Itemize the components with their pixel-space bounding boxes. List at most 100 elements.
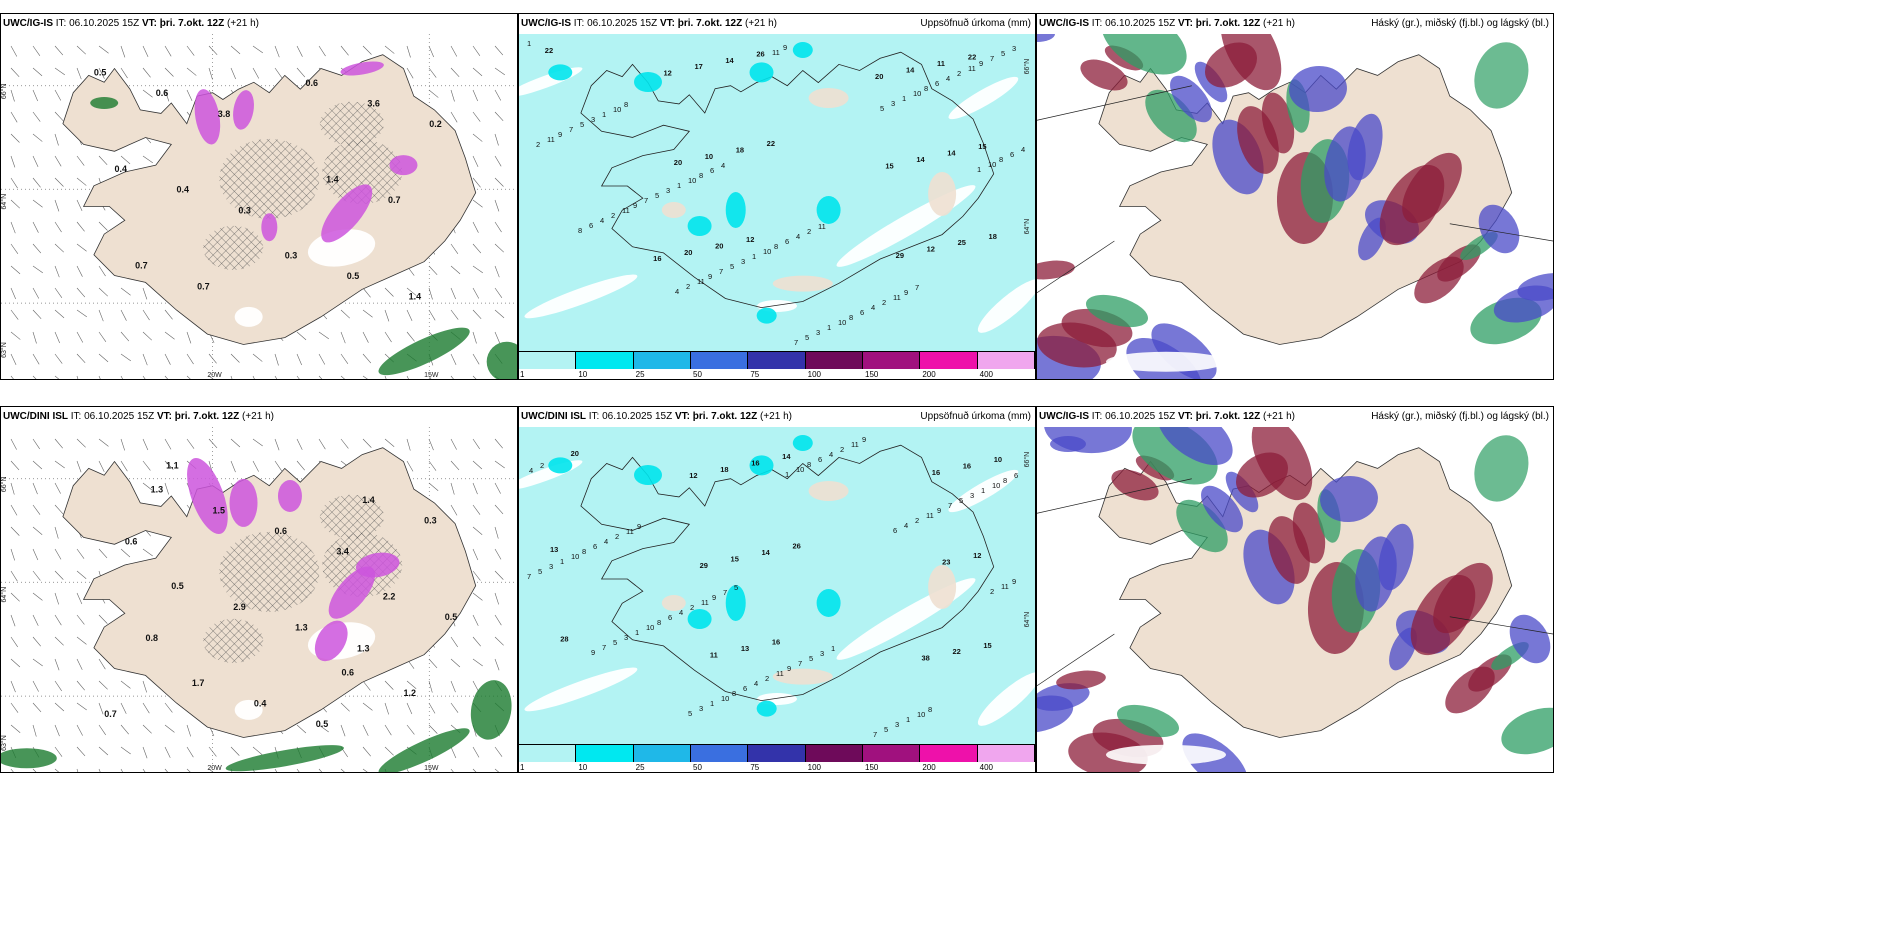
wind-barb [98,265,106,277]
rain-value-label: 0.4 [115,164,128,174]
precip-grid-value: 11 [701,598,709,607]
wind-barb [10,570,18,582]
precip-grid-value: 4 [754,679,758,688]
wind-barb [98,287,108,297]
wind-barb [494,636,504,646]
precip-value-label: 28 [560,634,568,643]
wind-barb [142,331,152,341]
legend-labels: 1 10 25 50 75 100 150 200 400 [519,369,1035,379]
wind-barb [10,155,16,168]
wind-barb [472,658,483,667]
wind-barb [32,243,42,254]
wind-barb [362,309,373,318]
wind-barb [98,309,104,322]
precip-grid-value: 1 [635,628,639,637]
wind-barb [10,592,20,602]
precip-value-label: 26 [756,49,764,58]
precip-grid-value: 5 [613,638,617,647]
wind-barb [186,375,191,379]
graticule [1037,633,1115,687]
rain-value-label: 1.4 [409,292,422,302]
wind-barb [472,353,480,365]
precip-grid-value: 10 [917,710,925,719]
precip-grid-value: 10 [838,318,846,327]
cloud-layer [1085,294,1149,328]
precip-grid-value: 3 [891,99,895,108]
wind-barb [32,199,43,208]
wind-barb [98,768,101,772]
wind-barb [472,504,481,515]
precip-grid-value: 6 [860,308,864,317]
wind-barb [406,67,414,79]
wind-barb [472,746,480,758]
snow-patch [234,306,263,327]
precip-grid-value: 6 [1014,471,1018,480]
wind-barb [472,89,478,102]
valid-time: þri. 7.okt. 12Z [159,18,225,29]
precip-value-label: 16 [932,468,940,477]
wind-barb [32,67,43,77]
rain-value-label: 1.4 [326,174,339,184]
wind-barb [54,199,60,212]
wind-barb [32,45,41,57]
wind-barb [10,504,18,516]
wind-barb [494,287,503,299]
wind-barb [76,45,86,55]
wind-barb [494,243,504,253]
model-name: UWC/DINI ISL [521,411,586,422]
wind-barb [494,658,500,671]
heavy-precip-cell [634,72,662,92]
lat-label: 64°N [1,587,8,603]
init-time: 06.10.2025 15Z [587,18,658,29]
wind-barb [494,460,505,469]
cloud-layer [1261,92,1295,154]
wind-barb [186,768,191,772]
rain-value-label: 1.3 [295,623,308,633]
precip-value-label: 14 [947,149,956,158]
wind-barb [120,746,131,755]
wind-barb [120,438,125,451]
precip-grid-value: 2 [882,298,886,307]
wind-barb [472,67,483,77]
wind-barb [32,287,40,299]
precip-grid-value: 6 [710,166,714,175]
rain-map: 66°N 64°N 63°N 20W 15W 1.3 0.6 0.5 1.4 1.7 2.2 1.5 1… [1,427,517,772]
precip-grid-value: 8 [582,547,586,556]
wind-barb [428,265,438,275]
precip-grid-value: 1 [677,181,681,190]
wind-barb [274,438,280,451]
wind-barb [164,482,169,495]
wind-barb [384,375,387,379]
wind-barb [54,460,65,469]
wind-barb [32,592,43,601]
wind-barb [494,768,500,772]
wind-barb [274,67,283,79]
precip-grid-value: 7 [719,267,723,276]
wind-barb [428,438,434,451]
wind-barb [32,177,41,188]
wind-barb [10,702,19,713]
lat-label: 64°N [1023,612,1031,628]
rain-value-label: 0.5 [316,719,329,729]
rain-area [233,90,254,130]
panel-header: UWC/IG-IS IT: 06.10.2025 15Z VT: þri. 7.… [1039,16,1549,32]
wind-barb [98,375,101,379]
cloud-layer [1037,260,1075,280]
model-name: UWC/IG-IS [1039,411,1089,422]
wind-barb [472,45,481,57]
precip-grid-value: 9 [904,288,908,297]
precip-grid-value: 1 [785,470,789,479]
wind-barb [76,265,83,277]
precip-grid-value: 5 [809,654,813,663]
cloud-map [1037,34,1553,379]
precip-value-label: 18 [720,465,728,474]
precip-grid-value: 9 [637,522,641,531]
wind-barb [296,724,307,734]
precip-grid-value: 7 [527,572,531,581]
wind-barb [54,504,64,515]
panel-header: UWC/DINI ISL IT: 06.10.2025 15Z VT: þri.… [521,409,1031,425]
cloud-layer [1292,502,1326,564]
precip-grid-value: 1 [902,94,906,103]
wind-barb [142,460,151,471]
wind-barb [32,482,38,495]
